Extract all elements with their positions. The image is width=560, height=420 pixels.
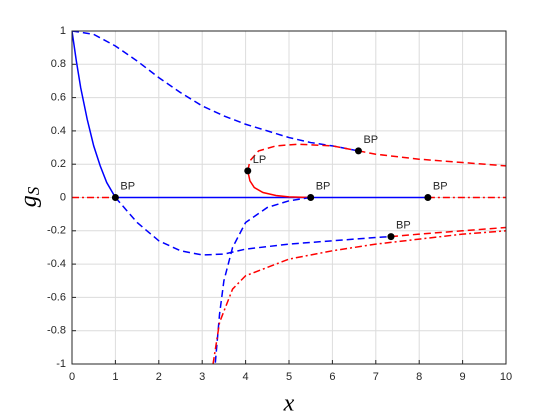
x-tick-label: 5 [286, 371, 292, 383]
y-tick-label: -0.4 [47, 258, 66, 270]
x-axis-label: x [283, 391, 295, 417]
x-tick-label: 9 [460, 371, 466, 383]
x-tick-label: 1 [112, 371, 118, 383]
x-tick-label: 10 [500, 371, 512, 383]
point-label: BP [316, 180, 331, 192]
curve [72, 31, 117, 198]
y-tick-label: 0.2 [51, 158, 66, 170]
bifurcation-point [244, 167, 252, 175]
x-tick-label: 4 [243, 371, 249, 383]
bifurcation-point [424, 194, 432, 201]
bifurcation-point [307, 194, 315, 201]
curve [214, 196, 311, 364]
bifurcation-point [354, 147, 362, 155]
y-tick-label: 0.6 [51, 92, 66, 104]
y-axis-label: gS [16, 186, 43, 207]
x-tick-label: 7 [373, 371, 379, 383]
y-tick-label: 0.8 [51, 58, 66, 70]
bifurcation-point [387, 233, 395, 241]
point-label: BP [396, 220, 411, 232]
curve [114, 197, 392, 256]
x-tick-label: 8 [416, 371, 422, 383]
x-tick-label: 0 [69, 371, 75, 383]
point-label: BP [433, 180, 448, 192]
curve [72, 31, 359, 152]
point-label: BP [363, 134, 378, 146]
y-tick-label: -0.6 [47, 291, 66, 303]
x-tick-label: 2 [156, 371, 162, 383]
axes-box [71, 30, 507, 365]
curve [390, 226, 506, 238]
bifurcation-point [111, 194, 119, 201]
y-tick-label: -0.2 [47, 225, 66, 237]
y-tick-label: -1 [56, 358, 66, 370]
y-tick-label: 1 [60, 25, 66, 37]
y-tick-label: 0.4 [51, 125, 66, 137]
curve [358, 150, 506, 167]
curve [212, 230, 506, 364]
y-tick-label: -0.8 [47, 325, 66, 337]
x-tick-label: 3 [199, 371, 205, 383]
y-tick-label: 0 [60, 191, 66, 203]
y-label-sub: S [24, 186, 43, 195]
point-label: BP [120, 180, 135, 192]
y-label-base: g [16, 195, 42, 207]
point-label: LP [253, 154, 266, 166]
curve [247, 170, 311, 199]
x-tick-label: 6 [329, 371, 335, 383]
